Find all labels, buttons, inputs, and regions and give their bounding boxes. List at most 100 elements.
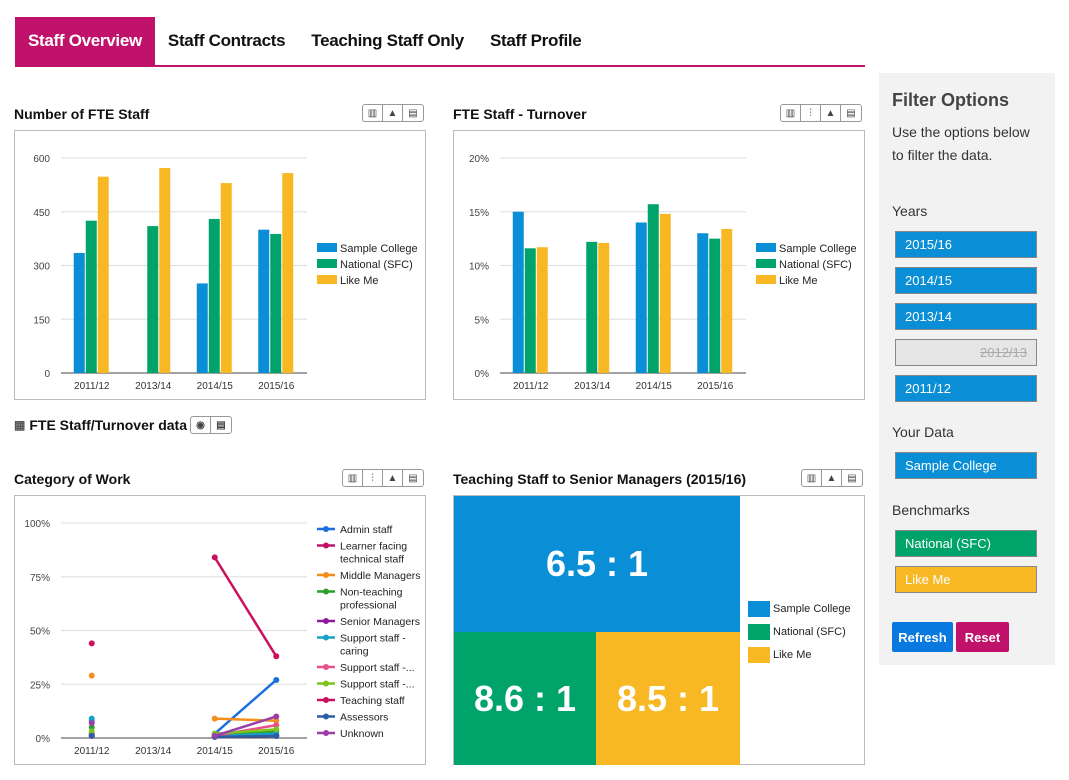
warning-icon[interactable]: ▲ bbox=[822, 470, 842, 486]
data-point bbox=[273, 732, 280, 739]
eye-icon[interactable]: ◉ bbox=[191, 417, 211, 433]
legend-item[interactable]: Like Me bbox=[748, 643, 851, 666]
bar bbox=[147, 226, 159, 373]
year-option[interactable]: 2015/16 bbox=[895, 231, 1037, 258]
legend-marker bbox=[323, 664, 329, 670]
bar bbox=[524, 248, 536, 373]
ratio-tile-national: 8.6 : 1 bbox=[454, 632, 596, 765]
tab-staff-overview[interactable]: Staff Overview bbox=[15, 17, 155, 65]
fte-chart: 0 150 300 450 600 2011/12 2013/14 2014/15 2015/1… bbox=[14, 130, 426, 400]
legend-label: Like Me bbox=[340, 275, 379, 287]
your-data-option[interactable]: Sample College bbox=[895, 452, 1037, 479]
y-tick-label: 150 bbox=[33, 315, 50, 326]
bar bbox=[282, 173, 294, 373]
legend-label: Teaching staff bbox=[340, 695, 405, 707]
legend-label: Unknown bbox=[340, 728, 384, 740]
legend-label: National (SFC) bbox=[779, 259, 852, 271]
benchmark-option-likeme[interactable]: Like Me bbox=[895, 566, 1037, 593]
x-tick-label: 2014/15 bbox=[636, 381, 673, 392]
legend-marker bbox=[323, 572, 329, 578]
year-option[interactable]: 2012/13 bbox=[895, 339, 1037, 366]
data-point bbox=[273, 653, 280, 660]
legend-swatch bbox=[756, 259, 776, 268]
data-toolbar: ◉ ▤ bbox=[190, 416, 232, 434]
legend-swatch bbox=[756, 243, 776, 252]
legend-label: Senior Managers bbox=[340, 616, 420, 628]
book-icon[interactable]: ▤ bbox=[408, 472, 418, 484]
book-icon[interactable]: ▤ bbox=[408, 107, 418, 119]
series-line bbox=[213, 679, 278, 735]
year-option[interactable]: 2014/15 bbox=[895, 267, 1037, 294]
warning-icon[interactable]: ▲ bbox=[821, 105, 841, 121]
category-chart: 0% 25% 50% 75% 100% 2011/12 2013/14 2014/15 2015… bbox=[14, 495, 426, 765]
refresh-button[interactable]: Refresh bbox=[892, 622, 953, 652]
turnover-chart: 0% 5% 10% 15% 20% 2011/12 2013/14 2014/15 2015/1… bbox=[453, 130, 865, 400]
legend-label: Support staff -... bbox=[340, 662, 415, 674]
legend-label: Non-teaching bbox=[340, 587, 403, 599]
bar bbox=[159, 168, 171, 373]
filter-sidebar: Filter Options Use the options below to … bbox=[879, 73, 1055, 665]
tab-teaching-staff-only[interactable]: Teaching Staff Only bbox=[311, 31, 464, 50]
ratio-toolbar: ▥ ▲ ▤ bbox=[801, 469, 863, 487]
tab-bar: Staff Overview Staff Contracts Teaching … bbox=[15, 17, 865, 67]
data-point bbox=[88, 724, 95, 731]
bar-chart-icon[interactable]: ▥ bbox=[802, 470, 822, 486]
book-icon[interactable]: ▤ bbox=[216, 419, 226, 431]
legend-label: Support staff -... bbox=[340, 679, 415, 691]
sliders-icon[interactable]: ⫶ bbox=[801, 105, 821, 121]
data-point bbox=[211, 715, 218, 722]
bar bbox=[709, 238, 721, 373]
legend-marker bbox=[323, 588, 329, 595]
tab-staff-profile[interactable]: Staff Profile bbox=[489, 31, 582, 50]
ratio-chart-title: Teaching Staff to Senior Managers (2015/… bbox=[453, 471, 747, 487]
ratio-legend: Sample College National (SFC) Like Me bbox=[748, 597, 851, 666]
bar-chart-icon[interactable]: ▥ bbox=[343, 470, 363, 486]
y-tick-label: 0% bbox=[36, 734, 51, 745]
reset-button[interactable]: Reset bbox=[956, 622, 1009, 652]
data-point bbox=[273, 726, 280, 733]
data-point bbox=[273, 676, 280, 683]
legend-label: Learner facing bbox=[340, 541, 407, 553]
year-option[interactable]: 2011/12 bbox=[895, 375, 1037, 402]
sliders-icon[interactable]: ⫶ bbox=[363, 470, 383, 486]
legend-label: National (SFC) bbox=[340, 259, 413, 271]
data-point bbox=[273, 713, 280, 720]
y-tick-label: 100% bbox=[24, 519, 50, 530]
warning-icon[interactable]: ▲ bbox=[383, 470, 403, 486]
bar bbox=[721, 228, 733, 373]
tab-staff-contracts[interactable]: Staff Contracts bbox=[167, 31, 286, 50]
y-tick-label: 5% bbox=[475, 315, 490, 326]
benchmarks-label: Benchmarks bbox=[892, 502, 970, 518]
bar-chart-icon[interactable]: ▥ bbox=[363, 105, 383, 121]
fte-turnover-data-link[interactable]: ▦ FTE Staff/Turnover data ◉ ▤ bbox=[14, 416, 232, 434]
legend-marker bbox=[323, 680, 329, 687]
filter-title: Filter Options bbox=[892, 90, 1009, 110]
legend-label: Like Me bbox=[779, 275, 818, 287]
legend-item[interactable]: National (SFC) bbox=[748, 620, 851, 643]
year-option[interactable]: 2013/14 bbox=[895, 303, 1037, 330]
table-icon: ▦ bbox=[14, 418, 26, 432]
legend-marker bbox=[323, 618, 329, 624]
data-point bbox=[211, 554, 218, 561]
benchmark-option-national[interactable]: National (SFC) bbox=[895, 530, 1037, 557]
legend-label: caring bbox=[340, 646, 369, 658]
bar-chart-icon[interactable]: ▥ bbox=[781, 105, 801, 121]
bar bbox=[258, 229, 270, 373]
bar bbox=[85, 220, 97, 373]
y-tick-label: 0 bbox=[44, 369, 50, 380]
warning-icon[interactable]: ▲ bbox=[383, 105, 403, 121]
book-icon[interactable]: ▤ bbox=[847, 472, 857, 484]
legend-marker bbox=[323, 634, 329, 641]
legend-swatch bbox=[317, 243, 337, 252]
series-line bbox=[214, 734, 277, 739]
x-tick-label: 2014/15 bbox=[197, 746, 234, 757]
bar bbox=[598, 242, 610, 373]
fte-toolbar: ▥ ▲ ▤ bbox=[362, 104, 424, 122]
book-icon[interactable]: ▤ bbox=[846, 107, 856, 119]
legend-swatch bbox=[317, 275, 337, 284]
bar bbox=[220, 183, 232, 373]
bar bbox=[697, 233, 709, 373]
bar bbox=[586, 241, 598, 373]
legend-item[interactable]: Sample College bbox=[748, 597, 851, 620]
y-tick-label: 0% bbox=[475, 369, 490, 380]
